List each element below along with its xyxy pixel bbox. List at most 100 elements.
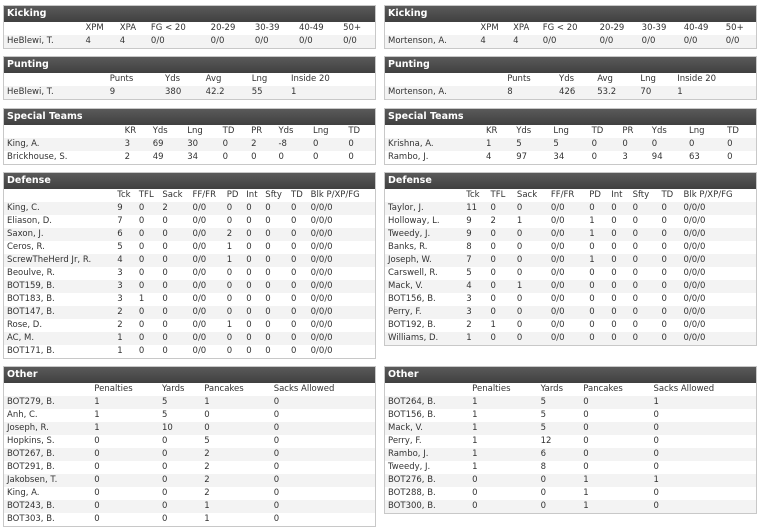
column-header: Yards	[540, 384, 564, 394]
stat-cell: 0	[540, 488, 547, 498]
stat-cell: 0/0	[597, 35, 640, 48]
stat-cell: 0/0	[192, 242, 207, 252]
stat-cell: 0	[160, 332, 191, 345]
stat-cell: 0	[516, 320, 523, 330]
column-header: Lng	[312, 126, 329, 136]
data-row: Carswell, R. 5 0 0 0/0 0 0 0 0 0/0/0	[385, 267, 756, 280]
stat-cell: 1	[581, 474, 652, 487]
stat-cell: 0	[136, 332, 161, 345]
stat-cell: 2	[202, 448, 272, 461]
stat-cell: 0	[611, 216, 617, 226]
player-name: Eliason, D.	[7, 216, 52, 226]
stat-cell: 9	[466, 216, 472, 226]
stat-cell: 0/0/0	[308, 202, 375, 215]
stat-cell: -8	[276, 138, 311, 151]
stat-cell: 0	[470, 474, 539, 487]
stat-cell: 0	[581, 396, 652, 409]
column-header: 40-49	[298, 23, 324, 33]
stat-cell: 4	[83, 35, 118, 48]
stat-cell: 0	[271, 422, 375, 435]
stat-cell: 0	[488, 228, 515, 241]
stat-cell: 1	[202, 500, 272, 513]
player-name: BOT264, B.	[385, 396, 471, 409]
column-header: Sacks Allowed	[653, 384, 715, 394]
stat-cell: 0	[162, 514, 168, 524]
stat-cell: 1	[516, 216, 523, 226]
stat-cell: 0	[583, 436, 589, 446]
stat-section: Punting Punts Yds Avg Lng Inside 20 Mortenson,…	[384, 56, 757, 100]
player-name: HeBlewi, T.	[4, 35, 84, 48]
player-name: Joseph, R.	[4, 422, 93, 435]
stat-cell: 0	[271, 500, 375, 513]
data-row: Ceros, R. 5 0 0 0/0 1 0 0 0 0/0/0	[4, 241, 375, 254]
stat-cell: 0	[653, 436, 659, 446]
stat-cell: 0	[160, 448, 203, 461]
stat-cell: 0	[226, 216, 233, 226]
stat-cell: 0/0/0	[308, 228, 375, 241]
player-name: BOT147, B.	[4, 306, 116, 319]
stat-cell: 5	[540, 410, 547, 420]
stat-table: Penalties Yards Pancakes Sacks Allowed BOT26…	[385, 383, 756, 513]
stat-cell: 0	[94, 462, 100, 472]
stat-table: Tck TFL Sack FF/FR PD Int Sfty TD Blk P/XP/FG Tay…	[385, 189, 756, 345]
stat-cell: 0	[589, 320, 595, 330]
stat-cell: 9	[464, 228, 489, 241]
stat-cell: 0	[291, 320, 297, 330]
stat-cell: 0	[587, 306, 610, 319]
stat-cell: 0	[263, 228, 289, 241]
column-header: Punts	[507, 74, 531, 84]
column-header: 50+	[343, 23, 362, 33]
stat-cell: 0	[653, 462, 659, 472]
data-row: BOT264, B. 1 5 0 1	[385, 396, 756, 409]
stat-cell: 0	[92, 500, 160, 513]
stat-cell: 0/0/0	[683, 320, 706, 330]
column-header: Int	[611, 190, 623, 200]
player-name: Hopkins, S.	[7, 436, 55, 446]
stat-cell: 7	[464, 254, 489, 267]
data-row: Tweedy, J. 9 0 0 0/0 1 0 0 0 0/0/0	[385, 228, 756, 241]
data-row: BOT159, B. 3 0 0 0/0 0 0 0 0 0/0/0	[4, 280, 375, 293]
header-row: Punts Yds Avg Lng Inside 20	[4, 73, 375, 86]
header-row: XPM XPA FG < 20 20-29 30-39 40-49 50+	[385, 22, 756, 35]
player-name: King, A.	[7, 488, 40, 498]
header-row: XPM XPA FG < 20 20-29 30-39 40-49 50+	[4, 22, 375, 35]
stat-cell: 0/0/0	[681, 280, 756, 293]
stat-cell: 0/0	[148, 35, 209, 48]
column-header: PR	[622, 126, 634, 136]
stat-cell: 5	[117, 242, 123, 252]
data-row: Mack, V. 4 0 1 0/0 0 0 0 0 0/0/0	[385, 280, 756, 293]
data-row: BOT288, B. 0 0 1 0	[385, 487, 756, 500]
stat-cell: 0	[583, 410, 589, 420]
stat-cell: 30	[185, 138, 221, 151]
stat-cell: 0/0	[190, 254, 225, 267]
stat-cell: 0	[346, 138, 375, 151]
stat-cell: 0/0	[252, 35, 297, 48]
player-name: BOT288, B.	[388, 488, 436, 498]
stat-cell: 0/0/0	[310, 320, 333, 330]
stat-cell: 97	[516, 152, 528, 162]
stat-cell: 0/0/0	[683, 294, 706, 304]
stat-cell: 0	[514, 202, 549, 215]
section-title: Kicking	[4, 6, 375, 22]
stat-cell: 0	[138, 346, 145, 356]
stat-cell: 0/0/0	[683, 242, 706, 252]
stat-cell: 42.2	[203, 86, 250, 99]
stat-cell: 0	[611, 294, 617, 304]
stat-cell: 7	[117, 216, 123, 226]
stat-cell: 0	[659, 306, 682, 319]
stat-cell: 0	[632, 320, 638, 330]
stat-cell: 0	[273, 488, 280, 498]
player-name: Rambo, J.	[385, 448, 471, 461]
stat-cell: 3	[115, 280, 137, 293]
stat-cell: 0	[659, 202, 682, 215]
player-name: BOT156, B.	[388, 294, 436, 304]
stat-cell: 8	[505, 86, 558, 99]
stat-cell: 4	[115, 254, 137, 267]
player-name: BOT303, B.	[7, 514, 55, 524]
stat-cell: 0	[609, 306, 631, 319]
stat-cell: 0	[224, 280, 245, 293]
column-header: XPM	[480, 23, 499, 33]
column-header: Pancakes	[583, 384, 623, 394]
data-row: BOT183, B. 3 1 0 0/0 0 0 0 0 0/0/0	[4, 293, 375, 306]
stat-cell: 0	[271, 448, 375, 461]
